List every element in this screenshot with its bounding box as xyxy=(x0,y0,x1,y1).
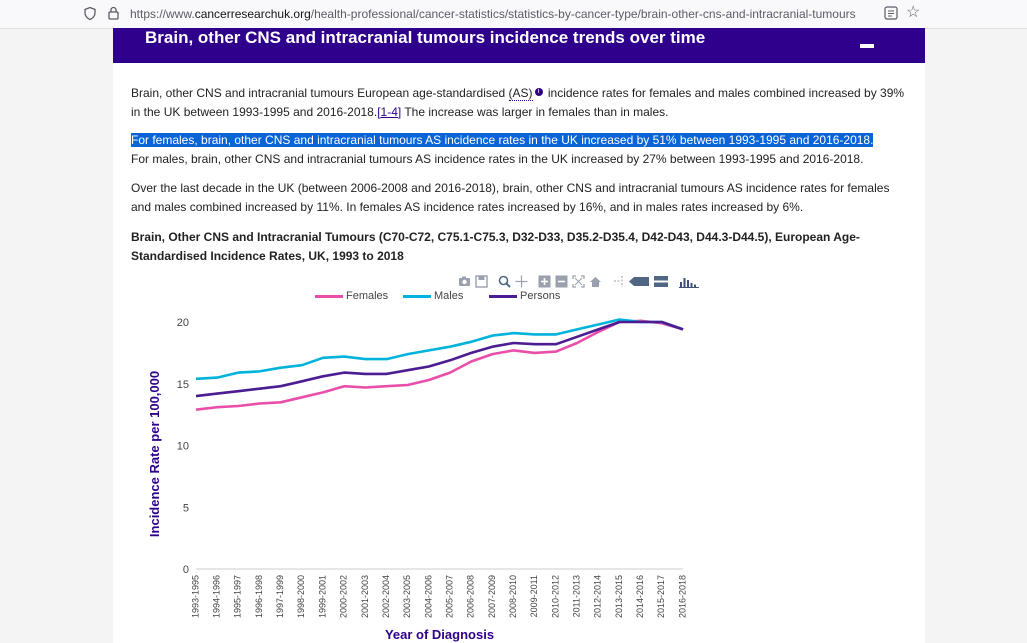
browser-url-bar[interactable]: https://www.cancerresearchuk.org/health-… xyxy=(0,0,1027,29)
para1-text-a: Brain, other CNS and intracranial tumour… xyxy=(131,86,509,100)
paragraph-2: For females, brain, other CNS and intrac… xyxy=(131,131,906,168)
reference-link[interactable]: [1-4] xyxy=(377,104,402,119)
url-prefix: https://www. xyxy=(130,7,195,21)
section-title: Brain, other CNS and intracranial tumour… xyxy=(145,28,706,47)
line-chart[interactable]: 0 5 10 15 20 1993-1995 1994-1996 1995-1997 1996-… xyxy=(113,28,925,643)
camera-icon[interactable] xyxy=(458,275,471,288)
x-tick-label: 1998-2000 xyxy=(296,575,306,618)
x-tick-label: 2000-2002 xyxy=(339,575,349,618)
x-tick-label: 2006-2008 xyxy=(466,575,476,618)
zoom-out-icon[interactable] xyxy=(555,275,568,288)
x-tick-label: 2016-2018 xyxy=(677,575,687,618)
minus-icon xyxy=(860,44,874,48)
zoom-icon[interactable] xyxy=(498,275,511,288)
x-tick-label: 2004-2006 xyxy=(423,575,433,618)
legend-swatch xyxy=(489,294,517,298)
url-text[interactable]: https://www.cancerresearchuk.org/health-… xyxy=(130,7,870,21)
x-tick-label: 2002-2004 xyxy=(381,575,391,618)
series-line-males xyxy=(195,318,684,381)
bookmark-star-icon[interactable]: ☆ xyxy=(906,4,921,21)
legend-label: Males xyxy=(434,290,464,302)
x-tick-label: 2005-2007 xyxy=(444,575,454,618)
chart-heading: Brain, Other CNS and Intracranial Tumour… xyxy=(131,230,860,263)
lock-icon[interactable] xyxy=(108,6,119,20)
pan-icon[interactable] xyxy=(515,275,528,288)
plotly-logo-icon[interactable] xyxy=(678,275,700,288)
y-tick-label: 5 xyxy=(183,502,189,514)
x-tick-label: 2009-2011 xyxy=(529,575,539,617)
y-tick-label: 10 xyxy=(177,441,189,453)
legend-item-persons[interactable]: Persons xyxy=(489,290,560,302)
legend-item-males[interactable]: Males xyxy=(403,290,463,302)
home-icon[interactable] xyxy=(589,275,602,288)
series-line-persons xyxy=(195,320,684,398)
para2-rest: For males, brain, other CNS and intracra… xyxy=(131,151,864,166)
y-tick-label: 20 xyxy=(177,317,189,329)
legend-item-females[interactable]: Females xyxy=(315,290,388,302)
para1-text-c: The increase was larger in females than … xyxy=(401,104,669,119)
hover-compare-icon[interactable] xyxy=(653,275,669,288)
y-tick-label: 0 xyxy=(183,564,189,576)
x-tick-label: 2003-2005 xyxy=(402,575,412,618)
info-icon[interactable]: i xyxy=(534,88,543,96)
x-tick-label: 2007-2009 xyxy=(487,575,497,618)
x-tick-label: 2008-2010 xyxy=(508,575,518,618)
section-header[interactable]: Brain, other CNS and intracranial tumour… xyxy=(113,28,925,63)
url-path: /health-professional/cancer-statistics/s… xyxy=(310,7,856,21)
shield-icon[interactable] xyxy=(84,7,96,20)
zoom-in-icon[interactable] xyxy=(538,275,551,288)
x-tick-label: 2010-2012 xyxy=(550,575,560,618)
highlighted-sentence: For females, brain, other CNS and intrac… xyxy=(131,133,874,147)
x-tick-label: 2015-2017 xyxy=(656,575,666,618)
y-tick-label: 15 xyxy=(177,379,189,391)
legend-swatch xyxy=(315,294,343,298)
as-term-link[interactable]: (AS) xyxy=(508,86,533,101)
spike-lines-icon[interactable] xyxy=(612,275,625,288)
hover-closest-icon[interactable] xyxy=(628,275,650,288)
x-tick-label: 2012-2014 xyxy=(593,575,603,618)
y-axis-title: Incidence Rate per 100,000 xyxy=(147,371,162,537)
reader-view-icon[interactable] xyxy=(884,6,898,20)
x-tick-label: 1999-2001 xyxy=(317,575,327,618)
save-icon[interactable] xyxy=(475,275,488,288)
x-tick-label: 2011-2013 xyxy=(572,575,582,617)
x-axis-title: Year of Diagnosis xyxy=(385,627,494,642)
autoscale-icon[interactable] xyxy=(572,275,585,288)
x-tick-label: 1996-1998 xyxy=(254,575,264,618)
legend-label: Persons xyxy=(520,290,561,302)
x-tick-label: 2001-2003 xyxy=(360,575,370,618)
series-line-females xyxy=(195,319,684,411)
collapse-button[interactable] xyxy=(858,35,876,51)
x-tick-label: 2013-2015 xyxy=(614,575,624,618)
legend-label: Females xyxy=(346,290,389,302)
url-host: cancerresearchuk.org xyxy=(194,7,311,21)
x-tick-label: 1995-1997 xyxy=(233,575,243,618)
page-content: Brain, other CNS and intracranial tumour… xyxy=(113,28,925,643)
paragraph-3: Over the last decade in the UK (between … xyxy=(131,181,890,214)
legend-swatch xyxy=(403,294,431,298)
x-tick-label: 1993-1995 xyxy=(190,575,200,618)
para1-text-b: incidence rates for females and males co… xyxy=(131,86,905,119)
paragraph-1: Brain, other CNS and intracranial tumour… xyxy=(131,84,906,121)
x-tick-label: 1994-1996 xyxy=(212,575,222,618)
x-tick-label: 2014-2016 xyxy=(635,575,645,618)
x-tick-label: 1997-1999 xyxy=(275,575,285,618)
